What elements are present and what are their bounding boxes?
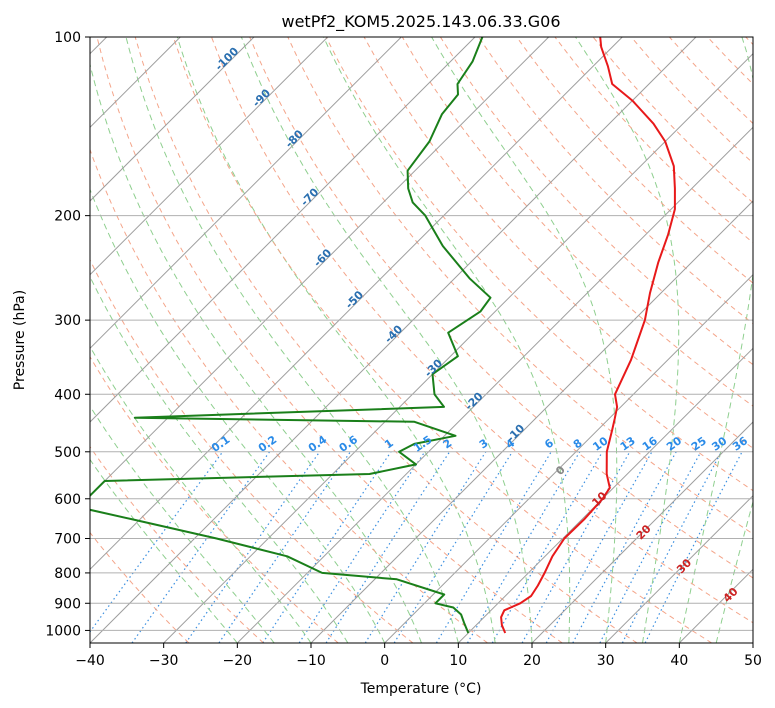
- x-axis-ticks: −40 −30 −20 −10 0 10 20 30 40 50: [75, 643, 762, 669]
- isotherm-line: [90, 37, 623, 571]
- moist-adiabat-line: [176, 37, 496, 643]
- mixing-ratio-line: [599, 451, 702, 643]
- isotherm-line: [163, 52, 753, 643]
- moist-adiabat-line: [90, 275, 349, 643]
- moist-adiabats: [90, 37, 753, 643]
- isotherm-line: [90, 37, 402, 350]
- y-tick-label: 500: [54, 445, 81, 461]
- isotherm-line: [236, 126, 753, 643]
- y-axis-label: Pressure (hPa): [12, 290, 28, 390]
- dry-adiabat-line: [90, 445, 264, 643]
- x-tick-label: −30: [149, 653, 179, 669]
- sounding-traces: [90, 37, 676, 634]
- mixing-ratio-line: [466, 451, 581, 643]
- x-tick-label: 0: [380, 653, 389, 669]
- dry-adiabat-line: [516, 37, 753, 284]
- moist-adiabat-line: [90, 405, 275, 643]
- moist-adiabat-line: [715, 499, 753, 643]
- x-tick-label: 10: [449, 653, 467, 669]
- y-tick-label: 200: [54, 209, 81, 225]
- dry-adiabat-line: [90, 355, 339, 643]
- x-tick-label: 30: [597, 653, 615, 669]
- chart-title: wetPf2_KOM5.2025.143.06.33.G06: [281, 12, 560, 32]
- x-tick-label: 50: [744, 653, 762, 669]
- isotherm-line: [90, 37, 476, 423]
- x-tick-label: −40: [75, 653, 105, 669]
- y-tick-label: 900: [54, 596, 81, 612]
- y-tick-label: 800: [54, 566, 81, 582]
- isotherm-line: [457, 347, 753, 643]
- temperature-line: [500, 37, 676, 634]
- mixing-ratio-line: [364, 451, 487, 643]
- isotherm-line: [90, 37, 255, 202]
- dry-adiabat-line: [96, 37, 563, 643]
- x-axis-label: Temperature (°C): [360, 681, 482, 697]
- mixing-ratio-line: [262, 451, 392, 643]
- dewpoint-line: [90, 37, 492, 634]
- dry-adiabat-line: [90, 531, 190, 643]
- y-tick-label: 300: [54, 313, 81, 329]
- moist-adiabat-line: [431, 37, 618, 643]
- moist-adiabat-line: [90, 458, 238, 643]
- x-tick-label: −10: [296, 653, 326, 669]
- x-tick-label: 40: [670, 653, 688, 669]
- mixing-ratio-line: [325, 451, 451, 643]
- dry-adiabat-line: [401, 37, 753, 407]
- mixing-ratio-line: [572, 451, 677, 643]
- dry-adiabat-line: [90, 148, 488, 643]
- moist-adiabat-line: [90, 62, 422, 643]
- mixing-ratio-line: [435, 451, 552, 643]
- mixing-ratio-line: [185, 451, 321, 643]
- y-axis-ticks: 100 200 300 400 500 600 700 800 900 1000: [45, 30, 90, 639]
- moist-adiabat-line: [90, 188, 386, 643]
- isotherm-line: [90, 37, 697, 643]
- y-tick-label: 700: [54, 532, 81, 548]
- isotherm-line: [310, 200, 753, 643]
- moist-adiabat-line: [240, 37, 533, 643]
- isotherm-line: [384, 273, 753, 643]
- y-tick-label: 400: [54, 387, 81, 403]
- isotherm-line: [90, 37, 550, 497]
- y-tick-label: 1000: [45, 623, 81, 639]
- mixing-ratio-line: [298, 451, 426, 643]
- x-tick-label: 20: [523, 653, 541, 669]
- y-tick-label: 600: [54, 492, 81, 508]
- dry-adiabat-line: [249, 37, 753, 579]
- dry-adiabat-line: [172, 37, 712, 643]
- moist-adiabat-line: [323, 37, 571, 643]
- isotherm-line: [531, 421, 753, 643]
- dry-adiabat-line: [439, 37, 753, 366]
- mixing-ratio-line: [218, 451, 351, 643]
- pressure-gridlines: [90, 37, 753, 631]
- isotherm-line: [605, 494, 753, 643]
- isotherm-line: [90, 37, 329, 276]
- plot-frame: [89, 36, 754, 644]
- x-tick-label: −20: [223, 653, 253, 669]
- dry-adiabat-line: [211, 37, 753, 624]
- moist-adiabat-line: [678, 37, 753, 643]
- dry-adiabat-line: [134, 37, 638, 643]
- moist-adiabat-line: [575, 37, 680, 643]
- isotherms: [90, 37, 753, 643]
- y-tick-label: 100: [54, 30, 81, 46]
- mixing-ratio-lines: [90, 451, 743, 643]
- moist-adiabat-line: [125, 37, 459, 643]
